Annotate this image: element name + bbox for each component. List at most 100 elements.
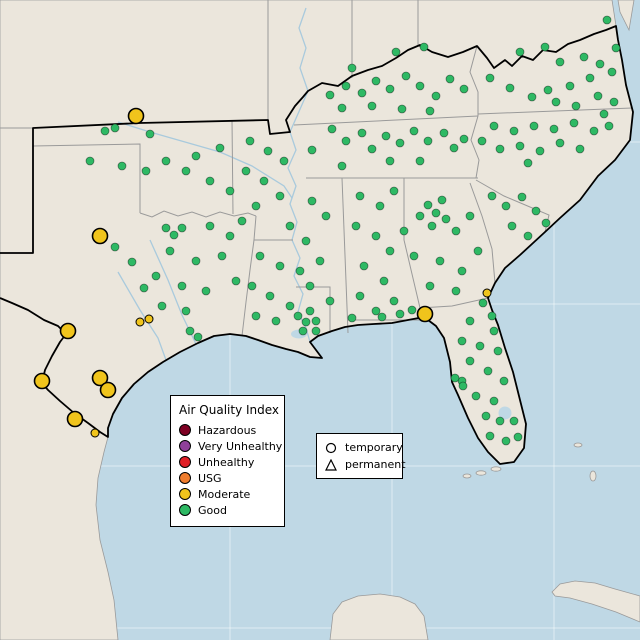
- station-marker-good[interactable]: [465, 356, 475, 366]
- station-marker-good[interactable]: [337, 103, 347, 113]
- station-marker-good[interactable]: [389, 296, 399, 306]
- station-marker-good[interactable]: [341, 81, 351, 91]
- station-marker-good[interactable]: [593, 91, 603, 101]
- station-marker-good[interactable]: [555, 57, 565, 67]
- station-marker-good[interactable]: [367, 101, 377, 111]
- station-marker-good[interactable]: [435, 256, 445, 266]
- station-marker-good[interactable]: [599, 109, 609, 119]
- station-marker-good[interactable]: [604, 121, 614, 131]
- station-marker-good[interactable]: [241, 166, 251, 176]
- station-marker-good[interactable]: [357, 88, 367, 98]
- station-marker-good[interactable]: [311, 326, 321, 336]
- station-marker-good[interactable]: [499, 376, 509, 386]
- station-marker-good[interactable]: [535, 146, 545, 156]
- station-marker-good[interactable]: [457, 266, 467, 276]
- station-marker-good[interactable]: [157, 301, 167, 311]
- station-marker-good[interactable]: [489, 396, 499, 406]
- station-marker-good[interactable]: [451, 226, 461, 236]
- station-marker-good[interactable]: [427, 221, 437, 231]
- station-marker-good[interactable]: [385, 156, 395, 166]
- station-marker-good[interactable]: [231, 276, 241, 286]
- station-marker-good[interactable]: [371, 231, 381, 241]
- station-marker-good[interactable]: [395, 309, 405, 319]
- station-marker-good[interactable]: [375, 201, 385, 211]
- station-marker-good[interactable]: [415, 81, 425, 91]
- station-marker-good[interactable]: [181, 306, 191, 316]
- station-marker-moderate-large[interactable]: [33, 372, 51, 390]
- station-marker-good[interactable]: [295, 266, 305, 276]
- station-marker-good[interactable]: [259, 176, 269, 186]
- station-marker-good[interactable]: [391, 47, 401, 57]
- station-marker-good[interactable]: [589, 126, 599, 136]
- station-marker-good[interactable]: [305, 281, 315, 291]
- station-marker-good[interactable]: [367, 144, 377, 154]
- station-marker-good[interactable]: [399, 226, 409, 236]
- station-marker-good[interactable]: [307, 196, 317, 206]
- station-marker-good[interactable]: [311, 316, 321, 326]
- station-marker-good[interactable]: [341, 136, 351, 146]
- station-marker-good[interactable]: [145, 129, 155, 139]
- station-marker-good[interactable]: [437, 195, 447, 205]
- station-marker-good[interactable]: [439, 128, 449, 138]
- station-marker-good[interactable]: [579, 52, 589, 62]
- station-marker-good[interactable]: [531, 206, 541, 216]
- station-marker-good[interactable]: [141, 166, 151, 176]
- station-marker-good[interactable]: [251, 201, 261, 211]
- station-marker-good[interactable]: [585, 73, 595, 83]
- station-marker-good[interactable]: [110, 123, 120, 133]
- station-marker-good[interactable]: [485, 431, 495, 441]
- station-marker-good[interactable]: [225, 231, 235, 241]
- station-marker-moderate-large[interactable]: [99, 381, 117, 399]
- station-marker-good[interactable]: [293, 311, 303, 321]
- station-marker-good[interactable]: [409, 251, 419, 261]
- station-marker-good[interactable]: [379, 276, 389, 286]
- station-marker-good[interactable]: [458, 381, 468, 391]
- station-marker-good[interactable]: [127, 257, 137, 267]
- station-marker-good[interactable]: [161, 223, 171, 233]
- station-marker-good[interactable]: [609, 97, 619, 107]
- station-marker-good[interactable]: [565, 81, 575, 91]
- station-marker-good[interactable]: [441, 214, 451, 224]
- station-marker-good[interactable]: [117, 161, 127, 171]
- station-marker-good[interactable]: [321, 211, 331, 221]
- station-marker-good[interactable]: [205, 176, 215, 186]
- station-marker-good[interactable]: [527, 92, 537, 102]
- station-marker-good[interactable]: [555, 138, 565, 148]
- station-marker-good[interactable]: [255, 251, 265, 261]
- station-marker-good[interactable]: [305, 306, 315, 316]
- station-marker-good[interactable]: [487, 311, 497, 321]
- station-marker-good[interactable]: [423, 200, 433, 210]
- station-marker-good[interactable]: [100, 126, 110, 136]
- station-marker-good[interactable]: [385, 246, 395, 256]
- station-marker-good[interactable]: [85, 156, 95, 166]
- station-marker-good[interactable]: [495, 416, 505, 426]
- station-marker-moderate-large[interactable]: [416, 305, 434, 323]
- station-marker-good[interactable]: [307, 145, 317, 155]
- station-marker-good[interactable]: [325, 296, 335, 306]
- station-marker-good[interactable]: [523, 158, 533, 168]
- station-marker-good[interactable]: [495, 144, 505, 154]
- station-marker-good[interactable]: [371, 306, 381, 316]
- station-marker-moderate[interactable]: [144, 314, 154, 324]
- station-marker-good[interactable]: [351, 221, 361, 231]
- station-marker-good[interactable]: [285, 301, 295, 311]
- station-marker-good[interactable]: [465, 211, 475, 221]
- station-marker-good[interactable]: [477, 136, 487, 146]
- station-marker-good[interactable]: [359, 261, 369, 271]
- station-marker-good[interactable]: [515, 141, 525, 151]
- station-marker-good[interactable]: [501, 436, 511, 446]
- station-marker-good[interactable]: [569, 118, 579, 128]
- station-marker-good[interactable]: [355, 291, 365, 301]
- station-marker-moderate[interactable]: [482, 288, 492, 298]
- station-marker-good[interactable]: [205, 221, 215, 231]
- station-marker-good[interactable]: [459, 84, 469, 94]
- station-marker-good[interactable]: [407, 305, 417, 315]
- station-marker-good[interactable]: [265, 291, 275, 301]
- station-marker-good[interactable]: [110, 242, 120, 252]
- station-marker-good[interactable]: [327, 124, 337, 134]
- station-marker-good[interactable]: [285, 221, 295, 231]
- station-marker-good[interactable]: [449, 143, 459, 153]
- station-marker-good[interactable]: [523, 231, 533, 241]
- station-marker-good[interactable]: [487, 191, 497, 201]
- station-marker-good[interactable]: [551, 97, 561, 107]
